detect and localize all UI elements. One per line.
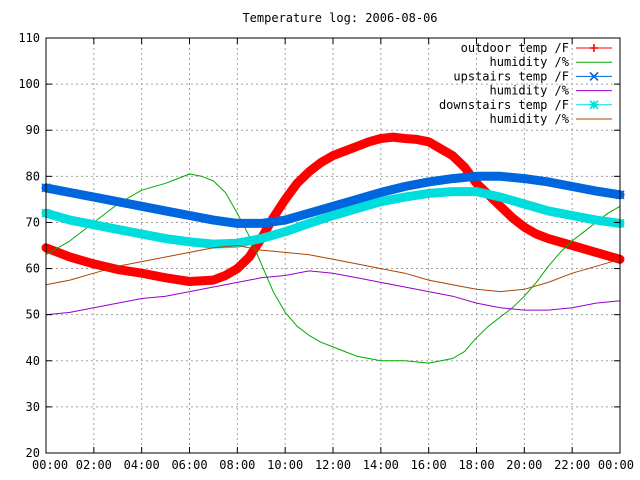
x-tick-label: 16:00 (411, 458, 447, 472)
legend-marker (590, 44, 598, 52)
axis-ticks: 20 30 40 50 60 70 80 90 100 110 00:00 02:00 04:00 06:… (18, 31, 634, 472)
legend-entry: humidity /% (490, 55, 612, 69)
y-tick-label: 70 (26, 215, 40, 229)
y-tick-label: 80 (26, 169, 40, 183)
y-tick-label: 50 (26, 308, 40, 322)
y-tick-label: 40 (26, 354, 40, 368)
series-3 (45, 270, 621, 316)
series-line (41, 171, 625, 228)
series-line (41, 132, 625, 286)
legend-marker (589, 71, 599, 81)
series-1 (45, 173, 621, 364)
legend-entry: outdoor temp /F (461, 41, 612, 55)
x-tick-label: 00:00 (598, 458, 634, 472)
chart-title: Temperature log: 2006-08-06 (242, 11, 437, 25)
legend-marker (589, 100, 599, 110)
x-tick-label: 18:00 (458, 458, 494, 472)
series-layer (41, 132, 625, 364)
legend-entry: humidity /% (490, 84, 612, 98)
x-tick-label: 08:00 (219, 458, 255, 472)
grid-lines (46, 38, 620, 453)
legend-label: downstairs temp /F (439, 98, 569, 112)
x-tick-label: 20:00 (506, 458, 542, 472)
legend-entry: downstairs temp /F (439, 98, 612, 112)
x-tick-label: 14:00 (363, 458, 399, 472)
y-tick-label: 90 (26, 123, 40, 137)
legend-label: outdoor temp /F (461, 41, 569, 55)
legend-label: humidity /% (490, 84, 570, 98)
y-tick-label: 100 (18, 77, 40, 91)
legend-label: humidity /% (490, 55, 570, 69)
legend-label: humidity /% (490, 112, 570, 126)
y-tick-label: 30 (26, 400, 40, 414)
y-tick-label: 20 (26, 446, 40, 460)
x-tick-label: 10:00 (267, 458, 303, 472)
series-end-marker (41, 183, 625, 200)
series-line (45, 173, 621, 364)
series-line (45, 245, 621, 293)
y-tick-label: 110 (18, 31, 40, 45)
x-tick-label: 00:00 (32, 458, 68, 472)
y-tick-label: 60 (26, 262, 40, 276)
series-line (41, 187, 625, 249)
x-tick-label: 12:00 (315, 458, 351, 472)
legend-entry: upstairs temp /F (453, 69, 612, 83)
x-tick-label: 22:00 (554, 458, 590, 472)
series-5 (45, 245, 621, 293)
x-tick-label: 02:00 (76, 458, 112, 472)
legend-entry: humidity /% (490, 112, 612, 126)
x-tick-label: 04:00 (124, 458, 160, 472)
series-line (45, 270, 621, 316)
legend-label: upstairs temp /F (453, 69, 569, 83)
x-tick-label: 06:00 (171, 458, 207, 472)
